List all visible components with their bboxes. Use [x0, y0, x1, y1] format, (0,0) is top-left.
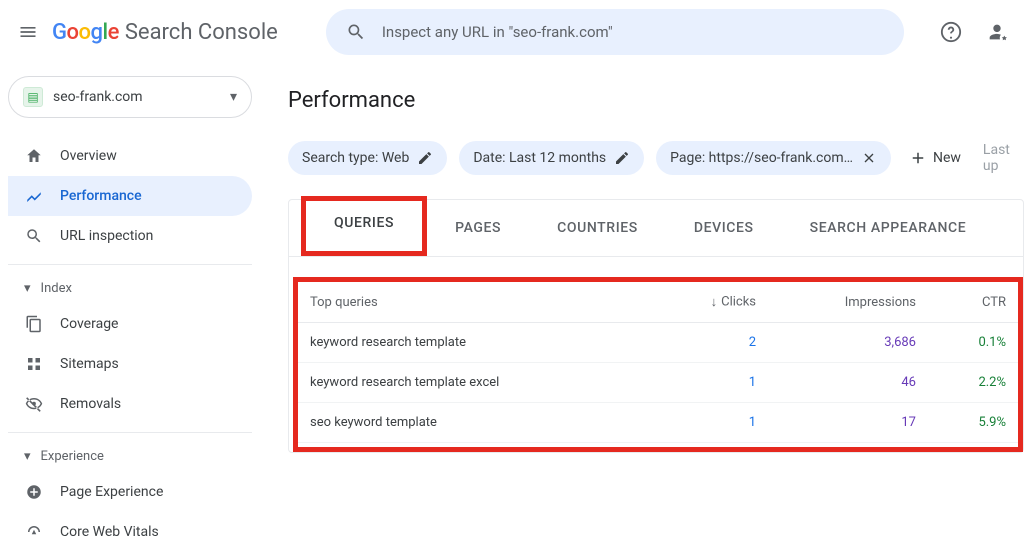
table-row[interactable]: keyword research template excel 1 46 2.2…: [298, 363, 1018, 403]
col-impressions[interactable]: Impressions: [756, 295, 916, 310]
chart-icon: [24, 186, 44, 206]
chevron-down-icon: ▾: [24, 281, 31, 296]
last-updated: Last up: [983, 142, 1024, 174]
table-row[interactable]: seo keyword template 1 17 5.9%: [298, 403, 1018, 443]
sidebar-item-page-experience[interactable]: Page Experience: [8, 472, 252, 512]
sidebar-label: URL inspection: [60, 228, 153, 244]
app-header: Google Search Console Inspect any URL in…: [0, 0, 1024, 64]
url-search-input[interactable]: Inspect any URL in "seo-frank.com": [326, 9, 904, 55]
tab-search-appearance[interactable]: SEARCH APPEARANCE: [782, 200, 995, 256]
tab-countries[interactable]: COUNTRIES: [529, 200, 666, 256]
header-actions: [940, 21, 1008, 43]
cell-clicks: 1: [646, 375, 756, 390]
highlight-box: Top queries ↓Clicks Impressions CTR keyw…: [293, 277, 1023, 452]
table-header: Top queries ↓Clicks Impressions CTR: [298, 282, 1018, 323]
cell-ctr: 2.2%: [916, 375, 1006, 390]
section-label: Experience: [41, 449, 104, 464]
plus-icon: [909, 149, 927, 167]
home-icon: [24, 146, 44, 166]
section-experience[interactable]: ▾ Experience: [8, 441, 252, 472]
sitemap-icon: [24, 354, 44, 374]
chevron-down-icon: ▾: [24, 449, 31, 464]
chevron-down-icon: ▾: [230, 89, 237, 105]
pencil-icon: [614, 150, 630, 166]
user-settings-icon[interactable]: [986, 21, 1008, 43]
property-icon: ▤: [23, 87, 43, 107]
sidebar-item-sitemaps[interactable]: Sitemaps: [8, 344, 252, 384]
divider: [8, 432, 252, 433]
cell-impressions: 17: [756, 415, 916, 430]
col-queries[interactable]: Top queries: [310, 295, 646, 310]
table-row[interactable]: keyword research template 2 3,686 0.1%: [298, 323, 1018, 363]
sidebar-label: Performance: [60, 188, 142, 204]
queries-card: QUERIES PAGES COUNTRIES DEVICES SEARCH A…: [288, 199, 1024, 453]
sidebar-label: Coverage: [60, 316, 118, 332]
cell-clicks: 2: [646, 335, 756, 350]
product-name: Search Console: [125, 20, 278, 45]
sidebar: ▤ seo-frank.com ▾ Overview Performance U…: [0, 64, 260, 511]
help-icon[interactable]: [940, 21, 962, 43]
menu-icon[interactable]: [16, 20, 40, 44]
cell-impressions: 46: [756, 375, 916, 390]
sidebar-label: Core Web Vitals: [60, 524, 159, 540]
cell-ctr: 5.9%: [916, 415, 1006, 430]
search-placeholder: Inspect any URL in "seo-frank.com": [382, 23, 613, 41]
visibility-off-icon: [24, 394, 44, 414]
sidebar-label: Page Experience: [60, 484, 163, 500]
filter-search-type[interactable]: Search type: Web: [288, 141, 447, 175]
pencil-icon: [417, 150, 433, 166]
tab-pages[interactable]: PAGES: [427, 200, 529, 256]
sidebar-label: Removals: [60, 396, 121, 412]
filter-bar: Search type: Web Date: Last 12 months Pa…: [288, 141, 1024, 175]
close-icon[interactable]: [861, 150, 877, 166]
cell-query: keyword research template excel: [310, 375, 646, 390]
new-label: New: [933, 150, 961, 166]
col-clicks[interactable]: ↓Clicks: [646, 294, 756, 310]
add-filter-button[interactable]: New: [909, 149, 961, 167]
filter-page[interactable]: Page: https://seo-frank.com…: [656, 141, 891, 175]
cell-clicks: 1: [646, 415, 756, 430]
sidebar-item-overview[interactable]: Overview: [8, 136, 252, 176]
divider: [8, 264, 252, 265]
section-index[interactable]: ▾ Index: [8, 273, 252, 304]
cell-ctr: 0.1%: [916, 335, 1006, 350]
sidebar-label: Overview: [60, 148, 117, 164]
sidebar-item-coverage[interactable]: Coverage: [8, 304, 252, 344]
google-logo: Google: [52, 20, 119, 45]
cell-query: seo keyword template: [310, 415, 646, 430]
arrow-down-icon: ↓: [711, 294, 718, 310]
sidebar-label: Sitemaps: [60, 356, 119, 372]
cell-impressions: 3,686: [756, 335, 916, 350]
page-title: Performance: [288, 88, 1024, 113]
sidebar-item-core-web-vitals[interactable]: Core Web Vitals: [8, 512, 252, 552]
tab-queries[interactable]: QUERIES: [306, 201, 422, 245]
property-name: seo-frank.com: [53, 89, 143, 105]
product-logo[interactable]: Google Search Console: [52, 20, 278, 45]
search-icon: [346, 22, 366, 42]
sidebar-item-url-inspection[interactable]: URL inspection: [8, 216, 252, 256]
section-label: Index: [41, 281, 72, 296]
copy-icon: [24, 314, 44, 334]
cell-query: keyword research template: [310, 335, 646, 350]
main-content: Performance Search type: Web Date: Last …: [260, 64, 1024, 511]
highlight-box: QUERIES: [301, 196, 427, 256]
sidebar-item-performance[interactable]: Performance: [8, 176, 252, 216]
sidebar-item-removals[interactable]: Removals: [8, 384, 252, 424]
col-ctr[interactable]: CTR: [916, 295, 1006, 310]
speed-icon: [24, 522, 44, 542]
property-selector[interactable]: ▤ seo-frank.com ▾: [8, 76, 252, 118]
tab-bar: QUERIES PAGES COUNTRIES DEVICES SEARCH A…: [289, 200, 1023, 257]
tab-devices[interactable]: DEVICES: [666, 200, 782, 256]
search-icon: [24, 226, 44, 246]
filter-date[interactable]: Date: Last 12 months: [459, 141, 644, 175]
plus-circle-icon: [24, 482, 44, 502]
